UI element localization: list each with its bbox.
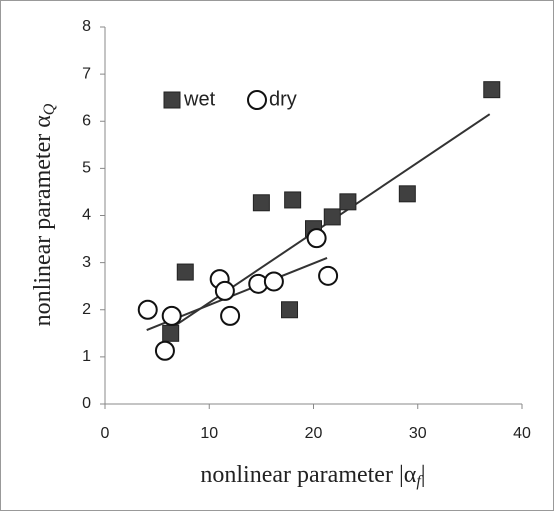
y-tick-label: 8	[82, 18, 91, 35]
x-axis-label: nonlinear parameter |αf|	[200, 462, 425, 490]
undefined	[161, 305, 182, 326]
undefined	[162, 324, 180, 342]
x-tick-label: 30	[409, 425, 427, 442]
undefined	[339, 193, 357, 211]
undefined	[220, 305, 241, 326]
undefined	[483, 81, 501, 99]
x-label-main: nonlinear parameter |α	[200, 462, 416, 488]
y-tick-label: 4	[82, 207, 91, 224]
x-label-tail: |	[421, 462, 426, 488]
y-tick-label: 0	[82, 395, 91, 412]
y-tick-label: 6	[82, 112, 91, 129]
undefined	[323, 208, 341, 226]
undefined	[306, 228, 327, 249]
undefined	[398, 185, 416, 203]
y-label-main: nonlinear parameter α	[30, 115, 56, 327]
y-tick-label: 2	[82, 301, 91, 318]
y-axis-label: nonlinear parameter αQ	[30, 103, 58, 326]
undefined	[263, 271, 284, 292]
undefined	[214, 280, 235, 301]
undefined	[163, 91, 181, 109]
legend-label: dry	[269, 88, 297, 110]
undefined	[247, 90, 267, 110]
undefined	[318, 265, 339, 286]
x-tick-label: 0	[101, 425, 110, 442]
x-tick-label: 40	[513, 425, 531, 442]
undefined	[281, 301, 299, 319]
x-tick-label: 20	[305, 425, 323, 442]
y-tick-label: 5	[82, 160, 91, 177]
x-tick-label: 10	[200, 425, 218, 442]
undefined	[252, 194, 270, 212]
y-tick-label: 7	[82, 65, 91, 82]
y-label-sub: Q	[41, 103, 58, 115]
x-label-sub: f	[416, 473, 423, 490]
undefined	[176, 263, 194, 281]
undefined	[137, 299, 158, 320]
undefined	[154, 340, 175, 361]
y-tick-label: 3	[82, 254, 91, 271]
y-tick-label: 1	[82, 348, 91, 365]
undefined	[284, 191, 302, 209]
legend-label: wet	[183, 88, 216, 110]
